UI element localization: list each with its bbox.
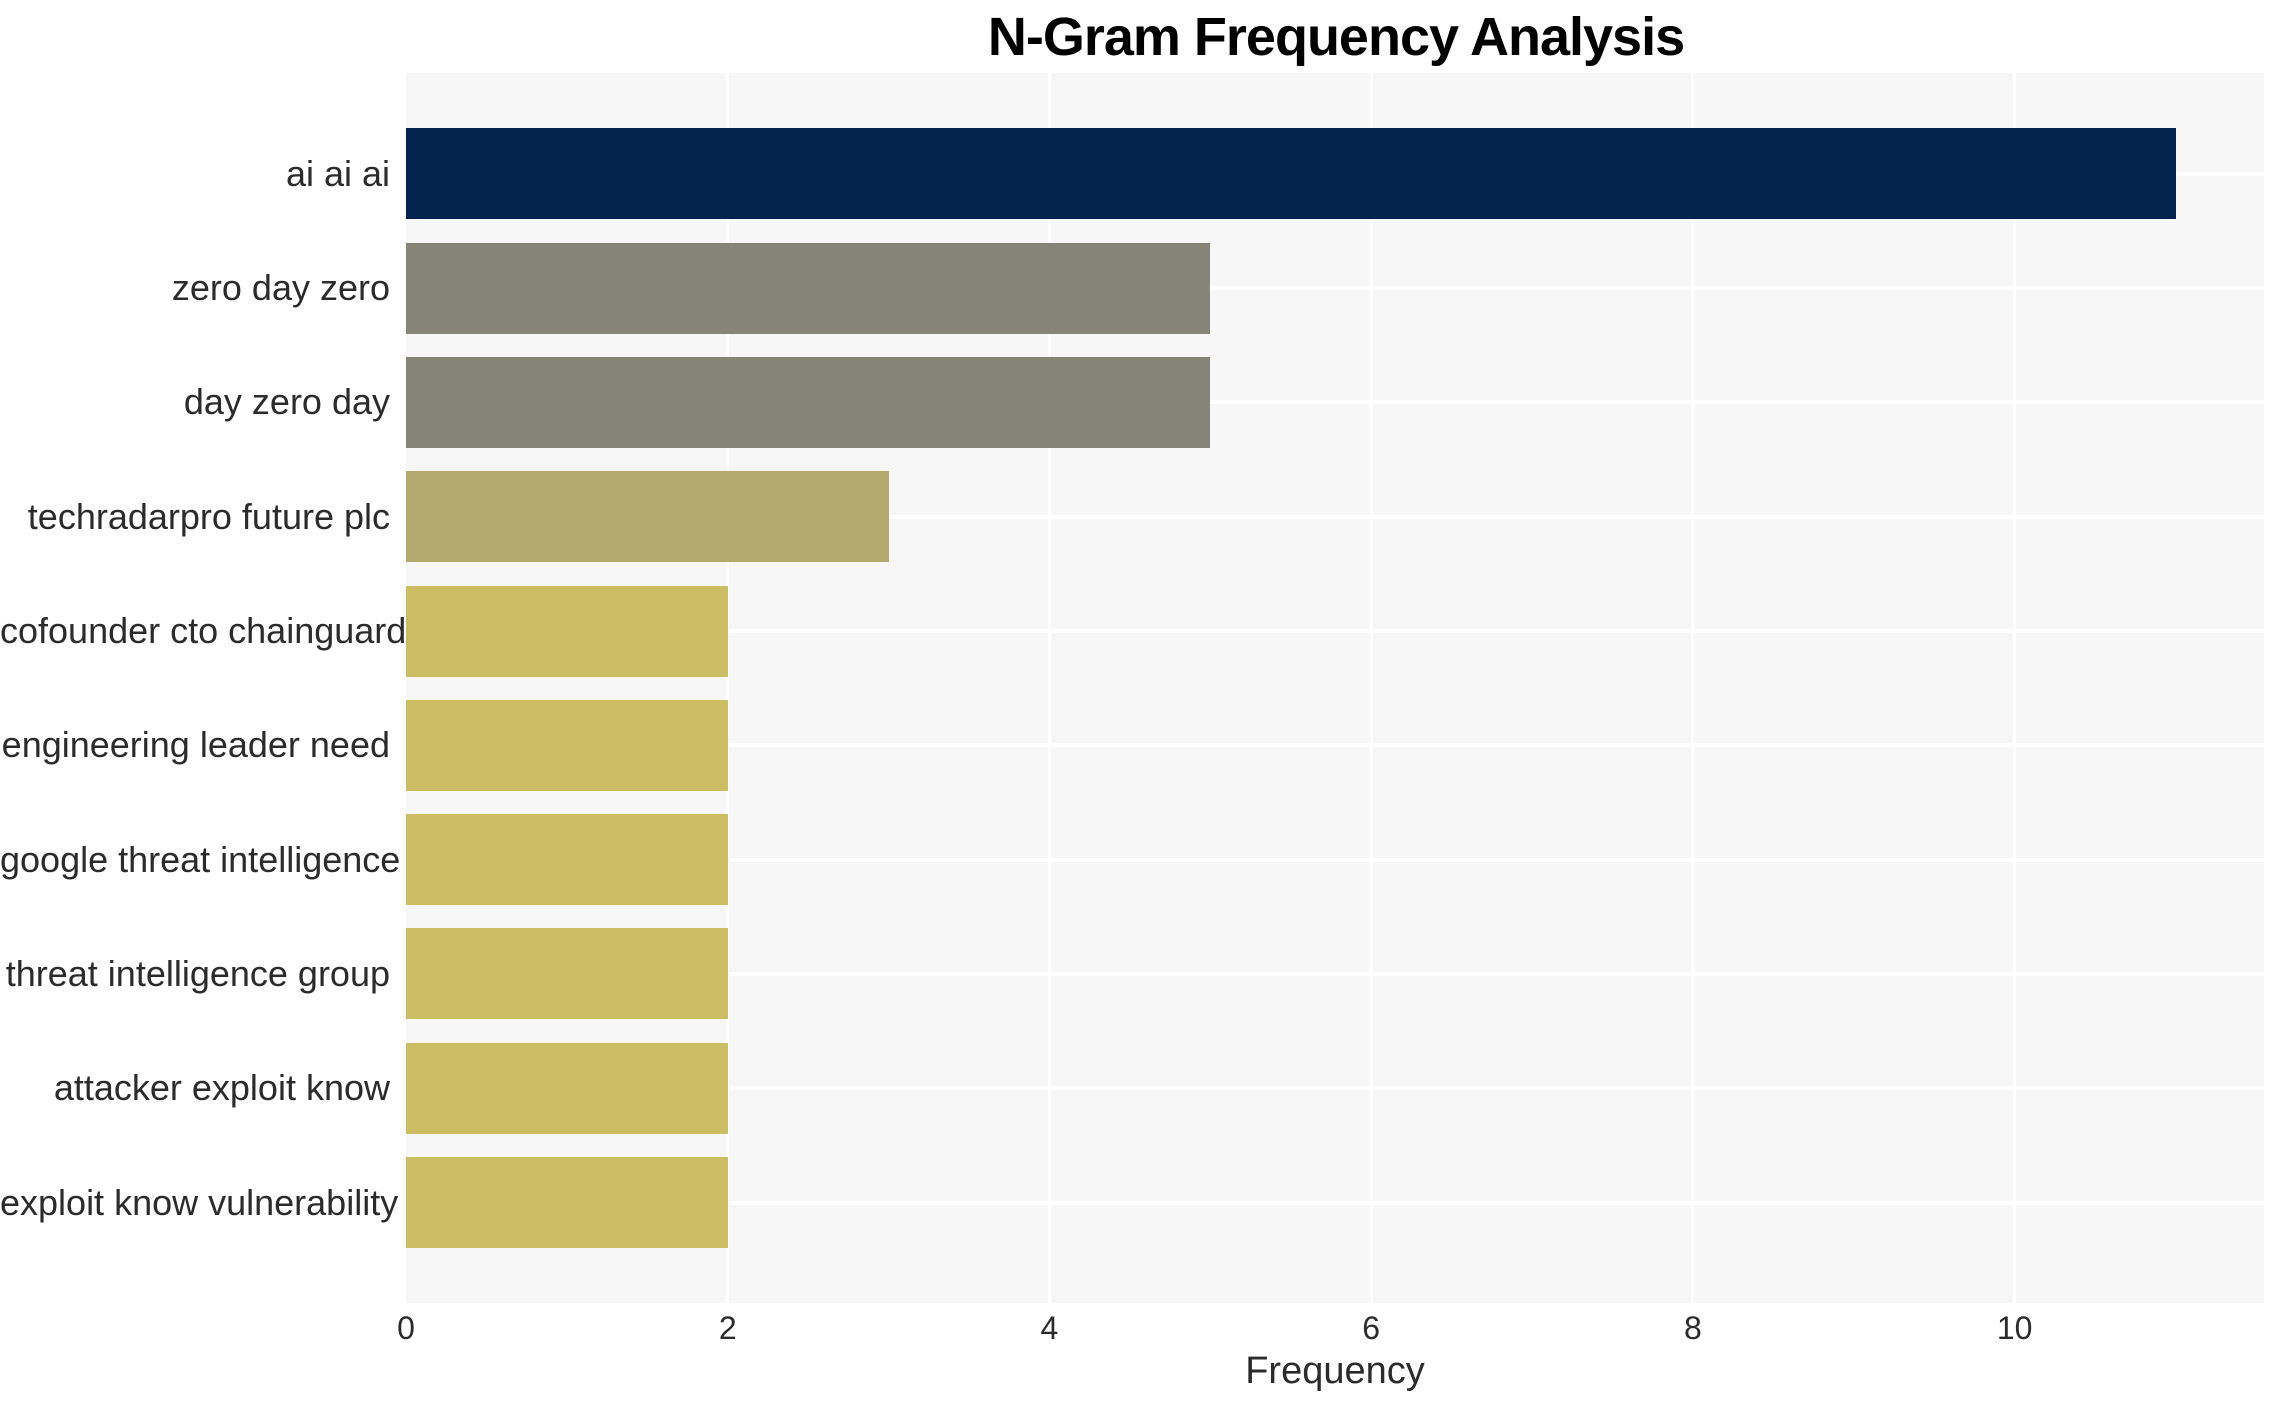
y-tick-label: google threat intelligence (0, 838, 401, 880)
horizontal-gridline (406, 971, 2264, 976)
x-axis-title: Frequency (1245, 1350, 1425, 1392)
y-tick-label: exploit know vulnerability (0, 1181, 399, 1223)
y-tick-label: attacker exploit know (53, 1067, 390, 1109)
x-tick-label: 10 (1996, 1310, 2033, 1346)
vertical-gridline (1691, 73, 1695, 1303)
y-tick-label: threat intelligence group (5, 952, 390, 994)
vertical-gridline (726, 73, 730, 1303)
horizontal-gridline (406, 857, 2264, 862)
plot-area (406, 73, 2264, 1303)
horizontal-gridline (406, 514, 2264, 519)
horizontal-gridline (406, 1086, 2264, 1091)
bar-day-zero-day (406, 356, 1211, 448)
x-tick-label: 0 (397, 1310, 415, 1346)
vertical-gridline (1047, 73, 1051, 1303)
x-tick-label: 8 (1684, 1310, 1702, 1346)
x-tick-label: 4 (1040, 1310, 1059, 1346)
vertical-gridline (2013, 73, 2017, 1303)
y-tick-label: engineering leader need (1, 724, 390, 766)
horizontal-gridline (406, 743, 2264, 748)
bar-google-threat-intelligence (406, 814, 728, 906)
y-tick-label: techradarpro future plc (27, 495, 390, 537)
horizontal-gridline (406, 1200, 2264, 1205)
horizontal-gridline (406, 629, 2264, 633)
bar-exploit-know-vulnerability (406, 1157, 728, 1248)
x-tick-label: 6 (1362, 1310, 1381, 1346)
bar-zero-day-zero (406, 242, 1211, 334)
x-tick-label: 2 (718, 1310, 737, 1346)
horizontal-gridline (406, 286, 2264, 291)
bar-threat-intelligence-group (406, 928, 728, 1020)
bar-engineering-leader-need (406, 699, 728, 791)
bar-attacker-exploit-know (406, 1042, 728, 1134)
bar-ai-ai-ai (406, 128, 2176, 220)
chart-title: N-Gram Frequency Analysis (987, 7, 1685, 67)
y-tick-label: ai ai ai (285, 152, 390, 194)
y-tick-label: zero day zero (171, 267, 390, 309)
y-tick-label: cofounder cto chainguard (0, 610, 407, 651)
bar-techradarpro-future-plc (406, 471, 889, 563)
horizontal-gridline (406, 400, 2264, 405)
y-tick-label: day zero day (183, 381, 390, 423)
vertical-gridline (1369, 73, 1373, 1303)
x-axis-ticks: 0 2 4 6 8 10 (397, 1310, 2264, 1350)
y-axis-labels: ai ai ai zero day zero day zero day techrad… (0, 73, 407, 1303)
bar-cofounder-cto-chainguard (406, 585, 728, 677)
